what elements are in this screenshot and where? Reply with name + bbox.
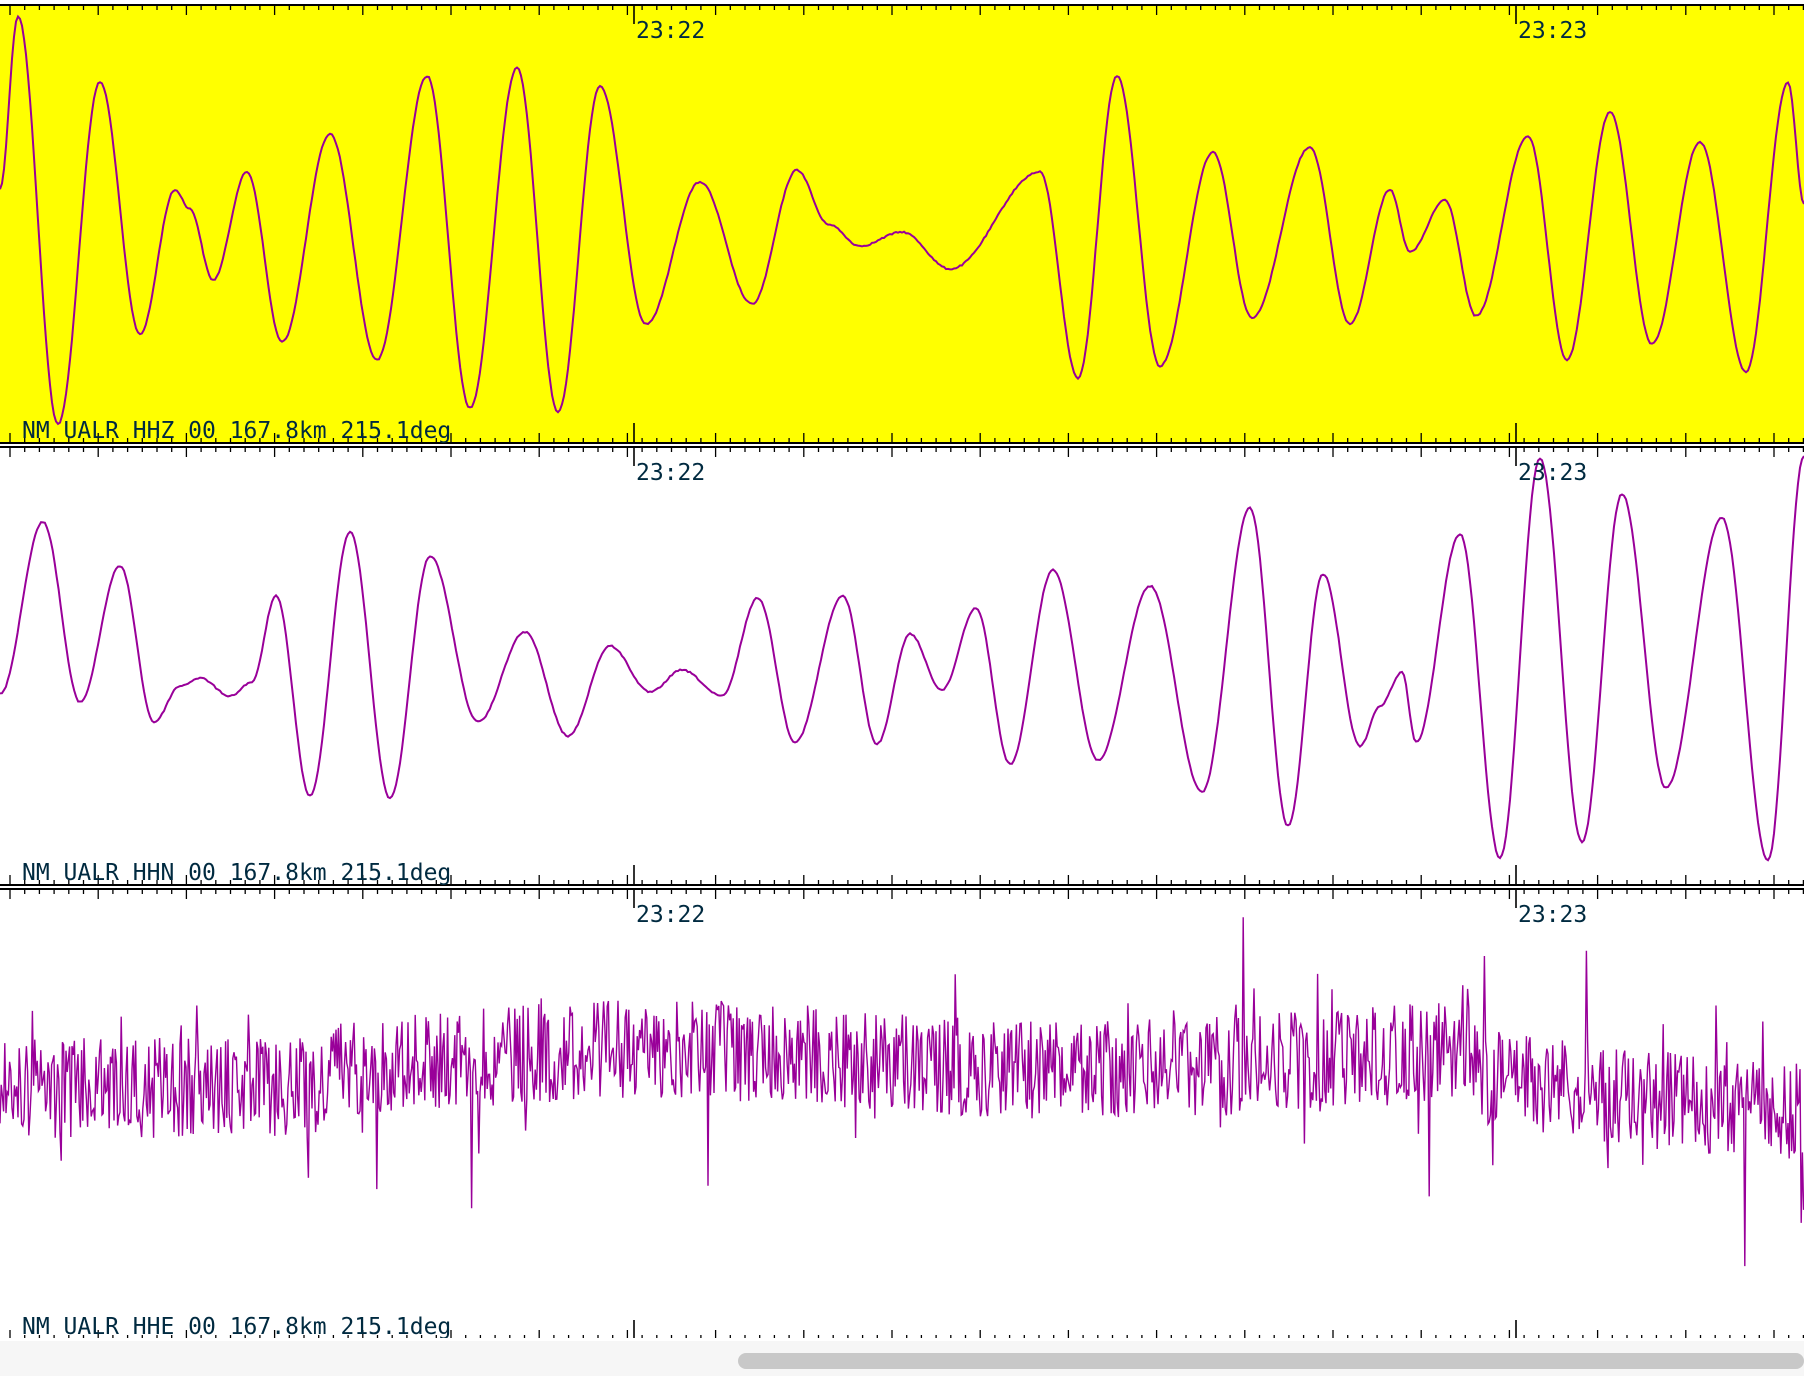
trace-label: NM UALR HHE 00 167.8km 215.1deg (22, 1314, 451, 1338)
waveform-line (0, 917, 1804, 1267)
trace-label: NM UALR HHN 00 167.8km 215.1deg (22, 860, 451, 886)
seismogram-trace-hhz[interactable]: 23:22 23:23 NM UALR HHZ 00 167.8km 215.1de… (0, 4, 1804, 446)
selected-trace-background (0, 4, 1804, 444)
time-tick-label: 23:23 (1518, 902, 1587, 928)
seismogram-trace-hhn[interactable]: 23:22 23:23 NM UALR HHN 00 167.8km 215.1de… (0, 446, 1804, 888)
time-tick-label: 23:23 (1518, 460, 1587, 486)
trace-label: NM UALR HHZ 00 167.8km 215.1deg (22, 418, 451, 444)
trace-panel-hhz[interactable]: 23:22 23:23 NM UALR HHZ 00 167.8km 215.1de… (0, 4, 1804, 446)
trace-panel-hhn[interactable]: 23:22 23:23 NM UALR HHN 00 167.8km 215.1de… (0, 446, 1804, 888)
trace-panel-hhe[interactable]: 23:22 23:23 NM UALR HHE 00 167.8km 215.1de… (0, 888, 1804, 1338)
waveform-line (0, 455, 1804, 862)
time-tick-label: 23:23 (1518, 18, 1587, 44)
seismogram-trace-hhe[interactable]: 23:22 23:23 NM UALR HHE 00 167.8km 215.1de… (0, 888, 1804, 1338)
time-tick-label: 23:22 (636, 18, 705, 44)
waveform-line (0, 14, 1804, 426)
scrollbar-thumb[interactable] (738, 1353, 1804, 1369)
horizontal-scrollbar[interactable] (0, 1341, 1804, 1376)
time-tick-label: 23:22 (636, 460, 705, 486)
time-tick-label: 23:22 (636, 902, 705, 928)
